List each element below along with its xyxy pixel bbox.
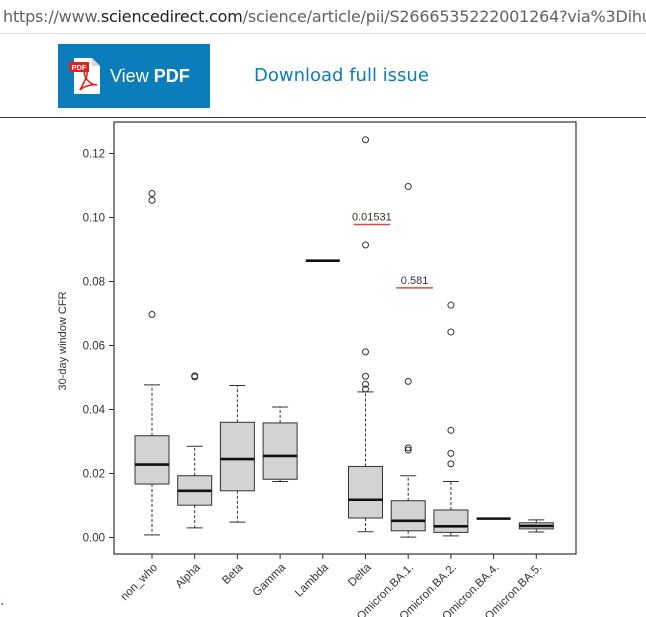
- outlier-point: [191, 372, 199, 380]
- outlier-point: [362, 241, 369, 249]
- outlier-point: [362, 136, 369, 144]
- outlier-point: [148, 196, 156, 204]
- url-prefix: https://www.: [3, 7, 101, 26]
- url-text[interactable]: https://www.sciencedirect.com/science/ar…: [3, 7, 646, 26]
- iqr-box: [433, 509, 469, 533]
- box-non_who: [134, 190, 170, 536]
- outlier-point: [447, 449, 455, 457]
- outlier-point: [404, 182, 412, 190]
- outlier-point: [447, 301, 455, 309]
- url-host: sciencedirect.com: [100, 7, 243, 26]
- y-tick-label: 0.08: [83, 277, 105, 289]
- x-tick-label: Delta: [346, 561, 374, 589]
- outlier-point: [447, 328, 455, 336]
- y-tick-label: 0.00: [83, 533, 105, 545]
- pdf-badge-text: PDF: [72, 63, 87, 72]
- x-tick-label: non_who: [119, 562, 160, 603]
- outlier-point: [362, 372, 369, 380]
- y-axis-label: 30-day window CFR: [57, 291, 69, 390]
- y-tick-label: 0.06: [83, 341, 105, 353]
- toolbar-divider: [0, 117, 646, 118]
- outlier-point: [148, 190, 156, 197]
- x-tick-label: Gamma: [251, 561, 289, 599]
- address-bar[interactable]: https://www.sciencedirect.com/science/ar…: [0, 0, 646, 34]
- url-path: /science/article/pii/S2666535222001264?v…: [242, 7, 646, 26]
- outlier-point: [404, 444, 412, 452]
- y-tick-label: 0.12: [83, 149, 105, 161]
- outlier-point: [148, 310, 156, 318]
- iqr-box: [134, 435, 170, 485]
- view-pdf-label: View PDF: [110, 66, 190, 87]
- outlier-point: [447, 426, 455, 434]
- box-Alpha: [177, 372, 213, 529]
- box-Delta: [348, 136, 383, 533]
- x-tick-label: Alpha: [174, 561, 204, 591]
- stray-period: .: [0, 592, 5, 609]
- box-Omicron.BA.2.: [433, 301, 469, 537]
- box-Gamma: [262, 406, 298, 482]
- outlier-point: [447, 460, 455, 468]
- iqr-box: [390, 500, 426, 532]
- article-toolbar: PDF View PDF Download full issue: [0, 34, 646, 118]
- x-tick-label: Lambda: [293, 561, 331, 599]
- download-full-issue-link[interactable]: Download full issue: [254, 65, 429, 86]
- iqr-box: [262, 422, 298, 480]
- outlier-point: [362, 348, 369, 356]
- outlier-point: [404, 377, 412, 385]
- box-Beta: [219, 385, 255, 523]
- y-tick-label: 0.10: [83, 213, 105, 225]
- cfr-boxplot-figure: 30-day window CFR 0.00 0.02 0.04 0.06 0.08 0.…: [57, 121, 577, 617]
- x-tick-label: Beta: [220, 561, 246, 587]
- box-Omicron.BA.1.: [390, 182, 426, 538]
- annotation-label: 0.581: [401, 275, 429, 287]
- outlier-point: [404, 446, 412, 454]
- iqr-box: [219, 421, 255, 492]
- annotation-label: 0.01531: [352, 212, 392, 224]
- outlier-point: [362, 385, 369, 393]
- view-pdf-label-prefix: View: [110, 65, 154, 86]
- view-pdf-button[interactable]: PDF View PDF: [58, 44, 210, 108]
- plot-frame: [113, 121, 577, 555]
- outlier-point: [362, 380, 369, 388]
- y-tick-label: 0.02: [83, 469, 105, 481]
- pdf-file-icon: PDF: [69, 58, 100, 94]
- box-Omicron.BA.5.: [518, 519, 554, 533]
- iqr-box: [348, 465, 383, 519]
- view-pdf-label-bold: PDF: [153, 65, 190, 86]
- y-tick-label: 0.04: [83, 405, 106, 417]
